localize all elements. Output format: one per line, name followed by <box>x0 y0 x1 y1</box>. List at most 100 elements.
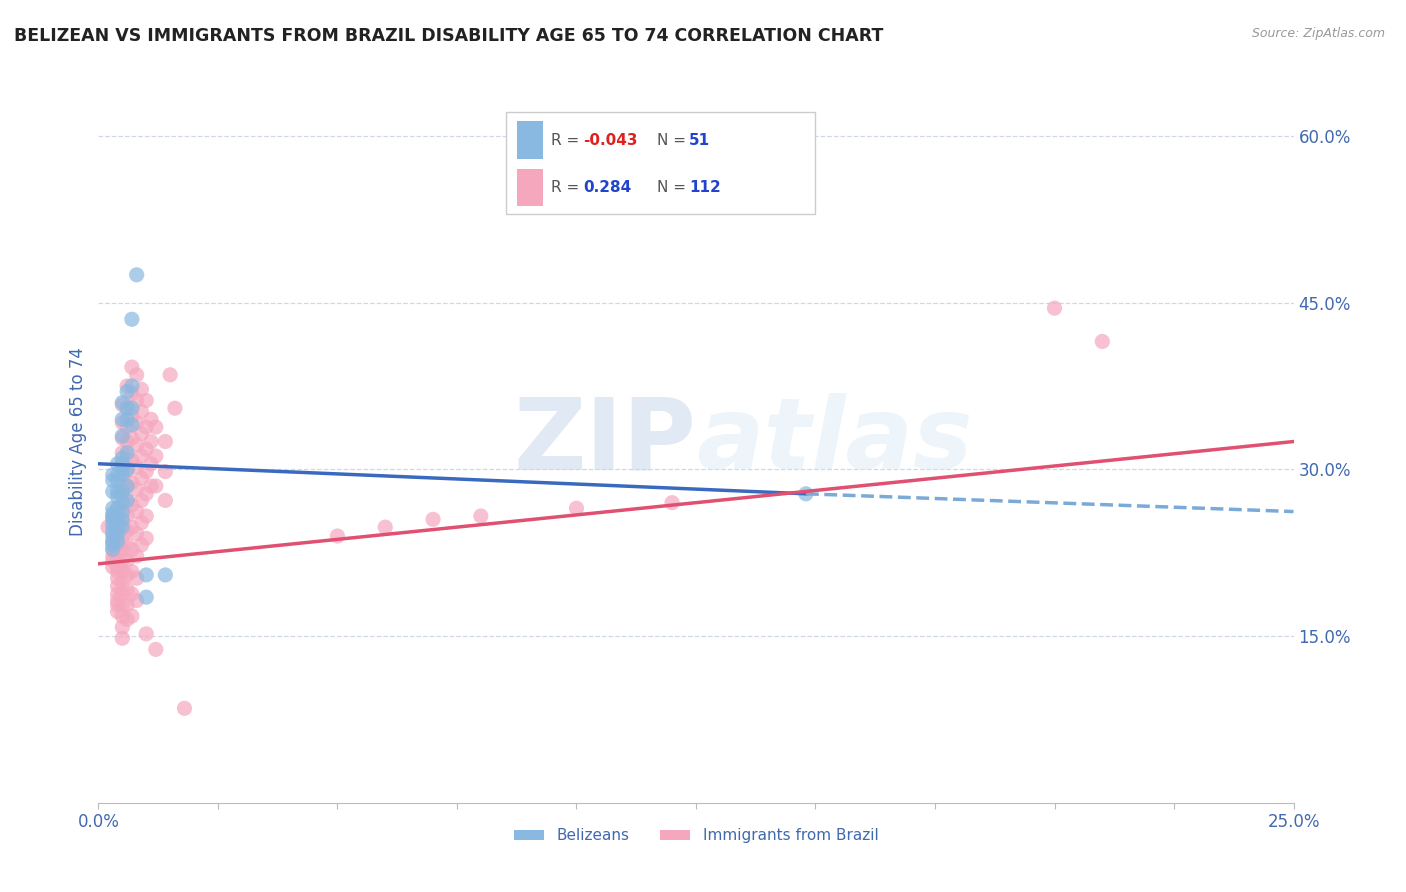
Point <box>111 412 134 426</box>
Text: 51: 51 <box>689 133 710 148</box>
Point <box>111 609 134 624</box>
Point <box>101 542 124 557</box>
Point <box>159 368 181 382</box>
Point <box>115 524 138 538</box>
Legend: Belizeans, Immigrants from Brazil: Belizeans, Immigrants from Brazil <box>508 822 884 849</box>
Point <box>139 479 162 493</box>
Point <box>470 508 492 523</box>
Text: atlas: atlas <box>696 393 973 490</box>
Point <box>139 457 162 471</box>
Point <box>139 412 162 426</box>
Point <box>135 627 157 641</box>
Point <box>101 507 124 521</box>
Point <box>115 379 138 393</box>
Point <box>173 701 195 715</box>
Text: R =: R = <box>551 180 585 195</box>
Point <box>1091 334 1114 349</box>
Point <box>131 471 153 485</box>
Point <box>422 512 444 526</box>
Point <box>139 434 162 449</box>
Point <box>107 553 129 567</box>
Point <box>115 420 138 434</box>
Point <box>125 593 148 607</box>
Point <box>107 571 129 585</box>
Point <box>155 568 177 582</box>
Point <box>145 449 167 463</box>
Point <box>111 575 134 590</box>
Point <box>101 474 124 488</box>
Point <box>794 487 817 501</box>
Point <box>101 534 124 549</box>
Point <box>125 438 148 452</box>
Point <box>121 379 143 393</box>
Point <box>163 401 186 416</box>
Point <box>125 571 148 585</box>
Point <box>135 568 157 582</box>
Point <box>111 431 134 445</box>
Point <box>125 483 148 497</box>
Point <box>101 549 124 563</box>
Point <box>121 417 143 432</box>
Point <box>101 501 124 516</box>
Point <box>125 416 148 430</box>
Point <box>115 598 138 612</box>
Point <box>115 449 138 463</box>
Point <box>115 445 138 459</box>
Point <box>111 479 134 493</box>
Point <box>115 479 138 493</box>
Point <box>111 520 134 534</box>
Point <box>121 409 143 423</box>
Point <box>111 587 134 601</box>
Point <box>115 401 138 416</box>
Point <box>155 434 177 449</box>
Point <box>111 445 134 459</box>
Point <box>125 526 148 541</box>
Point <box>145 420 167 434</box>
Text: Source: ZipAtlas.com: Source: ZipAtlas.com <box>1251 27 1385 40</box>
Point <box>125 393 148 408</box>
Point <box>374 520 396 534</box>
Point <box>111 508 134 523</box>
Point <box>121 360 143 375</box>
Point <box>121 475 143 490</box>
Point <box>111 496 134 510</box>
Point <box>107 520 129 534</box>
Point <box>131 404 153 418</box>
Point <box>121 609 143 624</box>
Point <box>121 565 143 579</box>
Point <box>111 565 134 579</box>
Point <box>101 467 124 482</box>
Point <box>111 531 134 545</box>
Text: R =: R = <box>551 133 585 148</box>
Point <box>107 534 129 549</box>
Point <box>155 493 177 508</box>
Text: BELIZEAN VS IMMIGRANTS FROM BRAZIL DISABILITY AGE 65 TO 74 CORRELATION CHART: BELIZEAN VS IMMIGRANTS FROM BRAZIL DISAB… <box>14 27 883 45</box>
Point <box>125 268 148 282</box>
Point <box>111 498 134 512</box>
Point <box>101 534 124 549</box>
Point <box>111 632 134 646</box>
Point <box>115 493 138 508</box>
Point <box>125 368 148 382</box>
Point <box>111 398 134 412</box>
Point <box>135 531 157 545</box>
Point <box>131 426 153 441</box>
Point <box>111 467 134 482</box>
Point <box>107 593 129 607</box>
Point <box>145 642 167 657</box>
Point <box>121 587 143 601</box>
Point <box>107 605 129 619</box>
Point <box>131 538 153 552</box>
Point <box>111 620 134 634</box>
Point <box>115 553 138 567</box>
Point <box>661 496 683 510</box>
Point <box>111 553 134 567</box>
Point <box>107 474 129 488</box>
Point <box>111 416 134 430</box>
Point <box>111 512 134 526</box>
Point <box>107 490 129 504</box>
Point <box>107 457 129 471</box>
Point <box>115 538 138 552</box>
Point <box>107 520 129 534</box>
Point <box>125 460 148 475</box>
